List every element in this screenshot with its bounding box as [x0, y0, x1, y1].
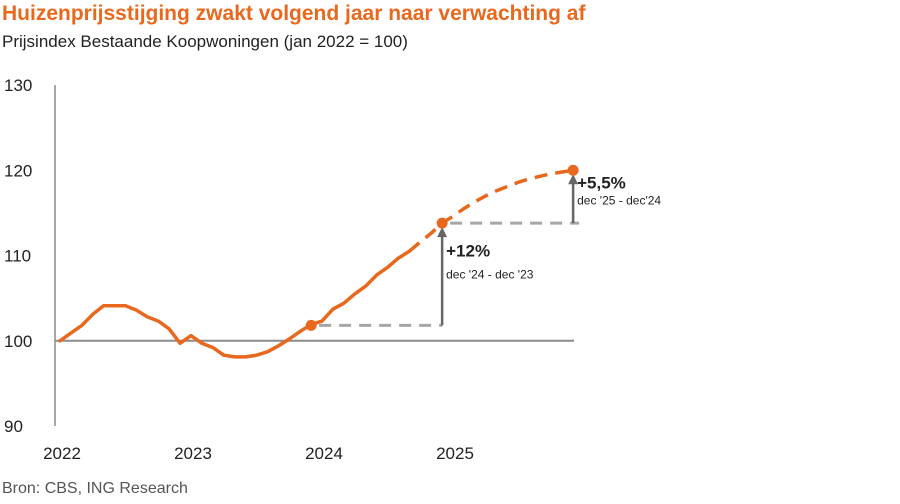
- y-tick-label: 110: [4, 247, 31, 266]
- change-period-label: dec '24 - dec '23: [446, 267, 534, 281]
- data-point-marker: [305, 319, 317, 331]
- chart-title: Huizenprijsstijging zwakt volgend jaar n…: [2, 2, 586, 25]
- change-percentage-label: +12%: [446, 241, 490, 260]
- x-tick-label: 2022: [43, 444, 81, 463]
- y-tick-label: 90: [4, 417, 23, 436]
- x-tick-label: 2024: [305, 444, 343, 463]
- forecast-series-line: [408, 168, 574, 253]
- actual-series-line: [58, 249, 412, 359]
- chart-source: Bron: CBS, ING Research: [2, 480, 188, 497]
- y-tick-label: 130: [4, 76, 32, 95]
- chart-subtitle: Prijsindex Bestaande Koopwoningen (jan 2…: [2, 32, 408, 51]
- line-chart: 90 100 110 120 130 2022 2023 2024 2025 +12% dec '2…: [4, 76, 661, 463]
- x-tick-label: 2023: [174, 444, 212, 463]
- x-tick-label: 2025: [436, 444, 474, 463]
- data-point-marker: [436, 217, 448, 229]
- change-arrow-head: [437, 227, 448, 238]
- y-tick-label: 100: [4, 332, 32, 351]
- data-point-marker: [567, 164, 579, 176]
- change-period-label: dec '25 - dec'24: [577, 194, 661, 208]
- y-tick-label: 120: [4, 161, 32, 180]
- change-percentage-label: +5,5%: [577, 174, 626, 193]
- change-arrow-head: [568, 174, 579, 185]
